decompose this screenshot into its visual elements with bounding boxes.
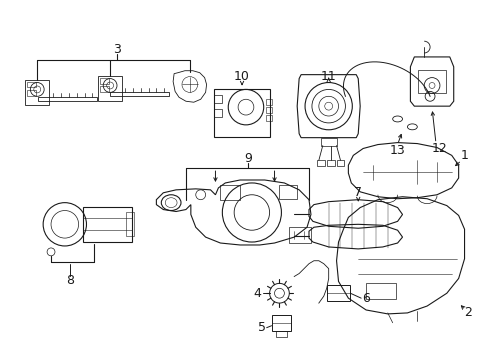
Text: 9: 9 <box>244 152 251 165</box>
Bar <box>289 227 310 243</box>
Bar <box>82 207 131 242</box>
Text: 4: 4 <box>253 287 261 300</box>
Bar <box>27 82 36 87</box>
Text: 8: 8 <box>65 274 74 287</box>
Bar <box>265 115 271 121</box>
Text: 10: 10 <box>234 70 249 83</box>
Text: 6: 6 <box>362 292 369 305</box>
Bar <box>316 160 324 166</box>
Bar <box>417 70 445 93</box>
Bar <box>326 285 349 301</box>
Text: 7: 7 <box>353 186 362 199</box>
Bar <box>326 160 334 166</box>
Bar <box>214 89 269 137</box>
Bar <box>100 78 109 84</box>
Text: 11: 11 <box>320 70 336 83</box>
Bar <box>366 283 395 299</box>
Bar <box>125 212 133 236</box>
Text: 13: 13 <box>389 144 405 157</box>
Bar <box>265 107 271 113</box>
Text: 3: 3 <box>113 42 121 55</box>
Bar <box>271 315 291 330</box>
Text: 5: 5 <box>257 321 265 334</box>
Bar <box>214 95 222 103</box>
Bar <box>100 86 109 93</box>
Text: 12: 12 <box>431 142 447 155</box>
Bar <box>220 185 240 200</box>
Text: 1: 1 <box>460 149 468 162</box>
Bar <box>336 160 344 166</box>
Bar <box>279 185 297 199</box>
Bar <box>320 138 336 145</box>
Text: 2: 2 <box>464 306 471 319</box>
Bar <box>275 330 287 337</box>
Bar <box>214 109 222 117</box>
Bar <box>265 99 271 105</box>
Bar <box>27 90 36 96</box>
